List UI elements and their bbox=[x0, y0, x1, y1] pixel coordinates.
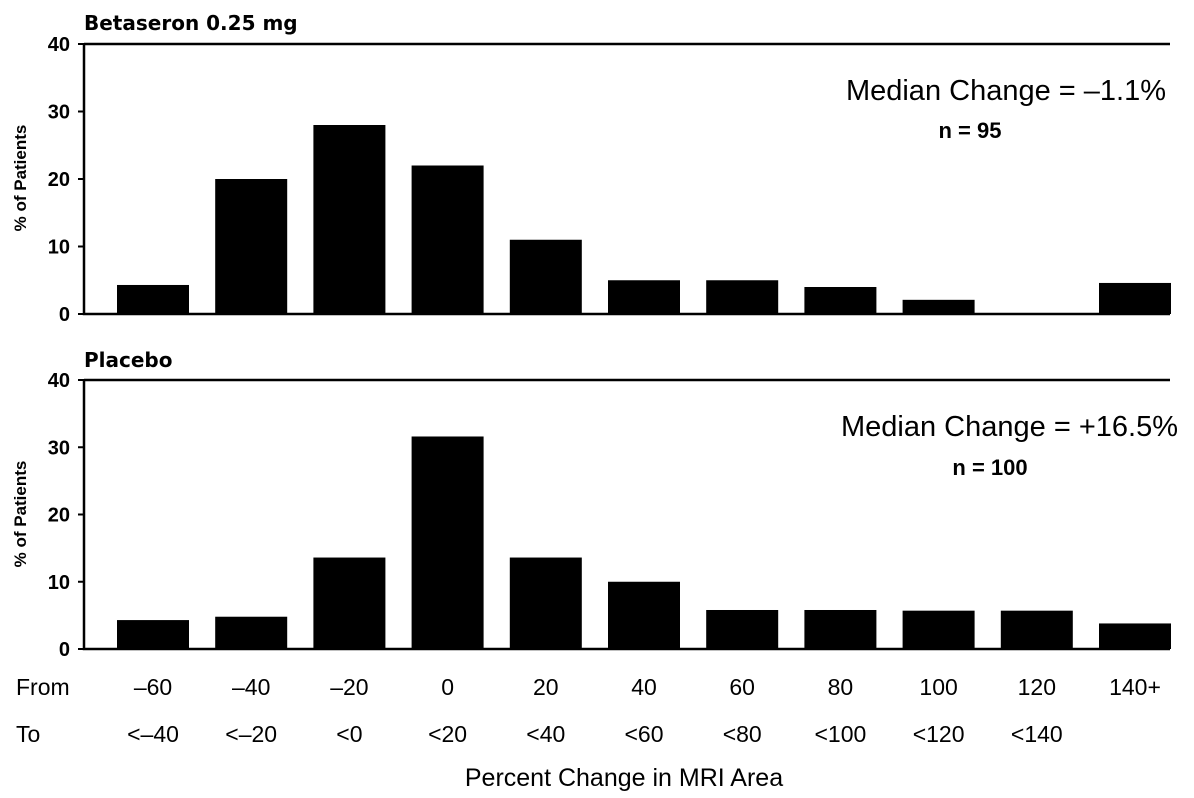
y-tick-label: 0 bbox=[59, 304, 70, 326]
bar bbox=[117, 284, 189, 314]
bar bbox=[902, 299, 975, 314]
y-tick-label: 0 bbox=[59, 639, 70, 661]
from-value-label: 60 bbox=[729, 674, 755, 700]
y-tick-label: 30 bbox=[48, 102, 70, 124]
bar bbox=[509, 557, 582, 649]
panel-title-betaseron: Betaseron 0.25 mg bbox=[84, 11, 298, 35]
y-tick-label: 20 bbox=[48, 505, 70, 527]
from-value-label: 0 bbox=[441, 674, 454, 700]
bar bbox=[411, 436, 484, 649]
to-value-label: <60 bbox=[624, 721, 663, 747]
n-label-betaseron: n = 95 bbox=[939, 118, 1002, 143]
bar bbox=[1000, 610, 1073, 649]
bar bbox=[706, 280, 779, 314]
y-tick-label: 10 bbox=[48, 572, 70, 594]
x-axis-categories: From To –60 –40 –20 0 20 40 60 80 100 120 140+ <–4… bbox=[16, 674, 1161, 747]
to-value-label: <40 bbox=[526, 721, 565, 747]
y-tick-label: 40 bbox=[48, 370, 70, 392]
bars-betaseron bbox=[117, 125, 1171, 314]
to-row-label: To bbox=[16, 721, 40, 747]
bar bbox=[902, 610, 975, 649]
x-axis-title: Percent Change in MRI Area bbox=[465, 764, 783, 792]
y-tick-label: 40 bbox=[48, 34, 70, 56]
from-value-label: –40 bbox=[232, 674, 270, 700]
bar bbox=[411, 165, 484, 314]
y-axis-label-placebo: % of Patients bbox=[11, 461, 30, 568]
to-value-label: <100 bbox=[814, 721, 866, 747]
y-axis-label-betaseron: % of Patients bbox=[11, 125, 30, 232]
from-value-label: 20 bbox=[533, 674, 559, 700]
bar bbox=[706, 609, 779, 649]
bar bbox=[608, 280, 680, 314]
to-value-label: <140 bbox=[1011, 721, 1063, 747]
bar bbox=[1099, 623, 1171, 649]
to-values: <–40 <–20 <0 <20 <40 <60 <80 <100 <120 <140 bbox=[127, 721, 1063, 747]
bar bbox=[117, 620, 189, 649]
bar bbox=[509, 239, 582, 314]
from-values: –60 –40 –20 0 20 40 60 80 100 120 140+ bbox=[134, 674, 1161, 700]
from-value-label: 40 bbox=[631, 674, 657, 700]
from-row-label: From bbox=[16, 674, 70, 700]
y-tick-label: 30 bbox=[48, 437, 70, 459]
to-value-label: <–20 bbox=[225, 721, 277, 747]
bar bbox=[313, 557, 386, 649]
bar bbox=[804, 609, 877, 649]
median-change-placebo: Median Change = +16.5% bbox=[841, 411, 1178, 443]
median-change-betaseron: Median Change = –1.1% bbox=[846, 75, 1166, 107]
y-tick-label: 10 bbox=[48, 237, 70, 259]
axes-betaseron bbox=[82, 44, 1170, 316]
bar bbox=[215, 616, 288, 649]
to-value-label: <80 bbox=[723, 721, 762, 747]
bar bbox=[215, 179, 288, 314]
from-value-label: –20 bbox=[330, 674, 368, 700]
y-ticks-placebo: 0 10 20 30 40 bbox=[48, 370, 84, 661]
to-value-label: <0 bbox=[336, 721, 362, 747]
n-label-placebo: n = 100 bbox=[952, 455, 1027, 480]
panel-placebo: Placebo % of Patients 0 10 20 30 40 Median C… bbox=[11, 348, 1178, 661]
panel-betaseron: Betaseron 0.25 mg % of Patients 0 10 20 30 4… bbox=[11, 11, 1171, 326]
to-value-label: <120 bbox=[913, 721, 965, 747]
panel-title-placebo: Placebo bbox=[84, 348, 173, 372]
from-value-label: 100 bbox=[919, 674, 957, 700]
bar bbox=[804, 287, 877, 314]
bars-placebo bbox=[117, 436, 1171, 649]
from-value-label: –60 bbox=[134, 674, 172, 700]
from-value-label: 140+ bbox=[1109, 674, 1161, 700]
y-tick-label: 20 bbox=[48, 169, 70, 191]
axes-placebo bbox=[82, 380, 1170, 651]
from-value-label: 80 bbox=[828, 674, 854, 700]
bar bbox=[313, 125, 386, 314]
to-value-label: <–40 bbox=[127, 721, 179, 747]
from-value-label: 120 bbox=[1018, 674, 1056, 700]
bar bbox=[608, 581, 680, 649]
y-ticks-betaseron: 0 10 20 30 40 bbox=[48, 34, 84, 326]
to-value-label: <20 bbox=[428, 721, 467, 747]
bar bbox=[1099, 282, 1171, 314]
